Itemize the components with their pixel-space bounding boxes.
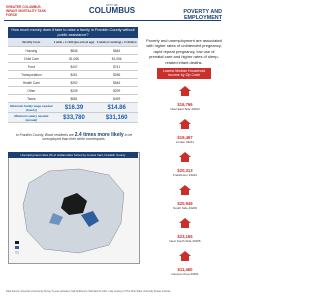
table-cell: $741 [113,64,121,69]
house-icon [179,86,191,96]
house-shape [179,251,191,261]
income-place: Near South Side 43205 [169,239,201,243]
table-cell: $299 [113,88,121,93]
map-title: Unemployment rates (% of civilian labor … [8,152,138,158]
table-cell: $1,066 [69,56,79,61]
table-cell: $447 [70,64,78,69]
table-row: Food $447 $741 [8,63,138,72]
income-amount: $16,766 [177,102,193,107]
city-logo-name: COLUMBUS [88,6,136,15]
summary-cell: Minimum family wage needed (hourly) [10,103,53,112]
note-highlight: 2.4 times more likely [74,132,124,138]
income-item: $20,949 South Side 43206 [150,183,220,210]
summary-cell: Minimum salary needed (annual) [14,113,49,122]
table-cell: $261 [70,72,78,77]
income-place: Near East Side 43203 [170,107,200,111]
table-cell: Health Care [22,80,40,85]
income-place: Franklinton 43222 [172,173,198,177]
income-place: Linden 43211 [176,140,194,144]
house-icon [179,218,191,228]
income-amount: $23,165 [177,234,193,239]
table-cell: Taxes [27,96,36,101]
table-cell: Housing [25,48,38,53]
house-shape [179,152,191,162]
header-rule [4,20,221,21]
table-row: Transportation $261 $286 [8,71,138,80]
table-cell: $846 [70,48,78,53]
table-cell: $499 [113,96,121,101]
table-cell: Child Care [23,56,39,61]
income-amount: $19,467 [177,135,193,140]
city-logo: CITY OF COLUMBUS [82,3,142,15]
table-cell: $286 [113,72,121,77]
footer: Data Source: American Community Survey 5… [6,290,171,293]
mid-rate-area [49,213,63,225]
legend-swatch [15,246,19,249]
summary-cell: $16.39 [64,104,84,111]
high-rate-area [61,193,87,215]
table-row: Child Care $1,066 $1,066 [8,55,138,64]
income-item: $20,313 Franklinton 43222 [150,150,220,177]
income-item: $23,165 Near South Side 43205 [150,216,220,243]
summary-cell: $14.86 [107,104,126,111]
income-amount: $20,313 [177,168,193,173]
page: GREATER COLUMBUS INFANT MORTALITY TASK F… [4,3,222,293]
house-shape [179,86,191,96]
income-item: $16,766 Near East Side 43203 [150,84,220,111]
table-cell: $392 [70,80,78,85]
table-row: Taxes $581 $499 [8,95,138,104]
house-icon [179,152,191,162]
cost-table: How much money does it take to raise a f… [8,27,138,124]
house-shape [179,119,191,129]
summary-row: Minimum salary needed (annual) $33,780 $31… [8,113,138,124]
map-frame [8,152,140,264]
column-header: Monthly Costs [22,40,41,44]
table-cell: Other [27,88,36,93]
house-icon [179,119,191,129]
income-amount: $20,949 [177,201,193,206]
table-cell: $546 [113,80,121,85]
table-cell: $205 [70,88,78,93]
legend-swatch [15,241,19,244]
legend-swatch [15,251,19,254]
topic-title: POVERTY AND EMPLOYMENT [183,9,222,21]
table-row: Housing $846 $846 [8,47,138,56]
house-icon [179,251,191,261]
column-header: 2 adults (1 working) + 2 children [96,40,137,44]
income-amount: $11,460 [177,267,193,272]
mid-rate-area [81,211,99,227]
table-row: Health Care $392 $546 [8,79,138,88]
table-cell: Food [27,64,35,69]
unemployment-note: In Franklin County, Black residents are … [12,133,136,142]
table-cell: $1,066 [111,56,122,61]
income-place: South Side 43206 [173,206,197,210]
income-item: $19,467 Linden 43211 [150,117,220,144]
house-icon [179,185,191,195]
column-header: 1 adult + 1 child (pre-school age) [53,40,95,44]
map [15,168,125,254]
table-title: How much money does it take to raise a f… [8,27,138,39]
summary-cell: $33,780 [63,114,85,121]
income-place: Campus Area 43201 [171,272,199,276]
table-row: Other $205 $299 [8,87,138,96]
income-box: Lowest Median Household Income by Zip Co… [157,68,211,79]
house-shape [179,185,191,195]
summary-row: Minimum family wage needed (hourly) $16.3… [8,103,138,114]
city-logo-top: CITY OF [106,3,118,7]
right-paragraph: Poverty and unemployment are associated … [146,38,222,65]
task-force-logo: GREATER COLUMBUS INFANT MORTALITY TASK F… [6,5,47,17]
table-cell: $846 [113,48,121,53]
income-item: $11,460 Campus Area 43201 [150,249,220,276]
note-text: to be unemployed than their white counte… [42,133,133,142]
table-header: Monthly Costs 1 adult + 1 child (pre-scho… [8,38,138,48]
house-shape [179,218,191,228]
table-cell: $581 [70,96,78,101]
table-cell: Transportation [21,72,42,77]
note-text: In Franklin County, Black residents are [15,133,74,137]
summary-cell: $31,160 [105,114,128,121]
